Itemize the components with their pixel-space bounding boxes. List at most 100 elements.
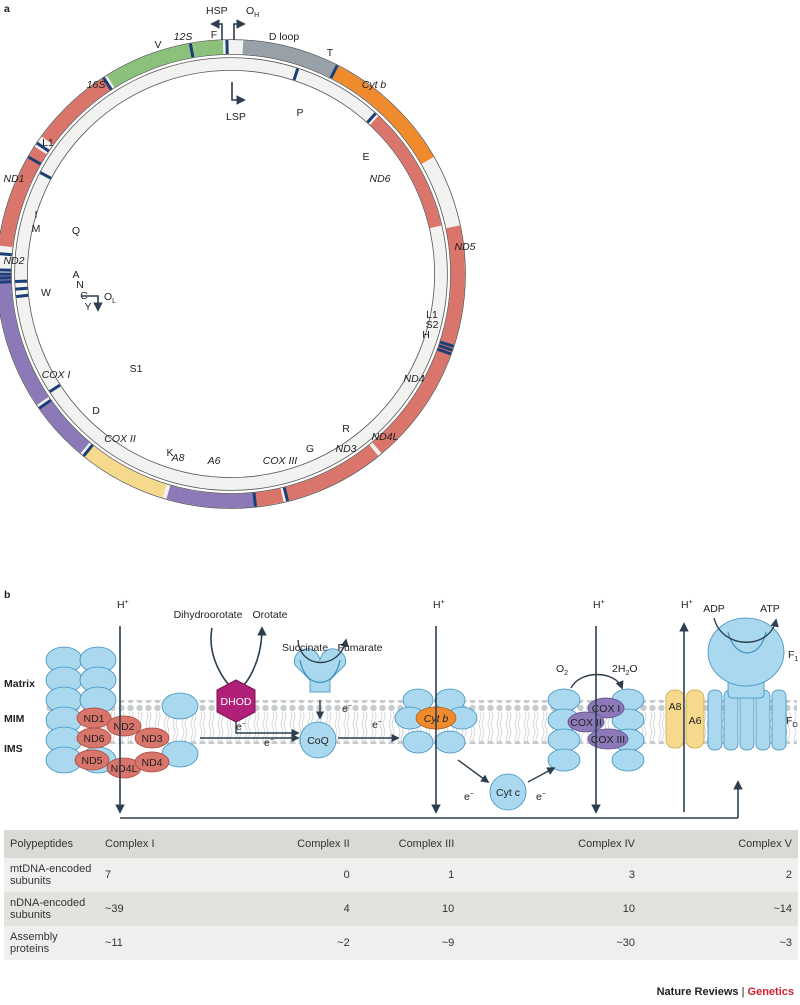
trna-label: F — [211, 29, 217, 41]
nd3-segment — [253, 488, 284, 507]
table-row-label: mtDNA-encoded subunits — [10, 863, 92, 887]
o2-subscript: 2 — [564, 670, 568, 677]
cox-iii-segment — [166, 485, 256, 509]
gene-label: 12S — [174, 31, 193, 43]
orotate-label: Orotate — [252, 609, 287, 621]
trna-label: D — [92, 405, 100, 417]
table-cell: ~39 — [105, 903, 124, 915]
dhod-label: DHOD — [221, 696, 252, 708]
cox-iii-subunit-label: COX III — [591, 734, 625, 746]
trna-t-mark — [329, 64, 339, 79]
hsp-promoter-arrow: HSP — [206, 5, 228, 40]
trna-k-mark — [82, 444, 94, 457]
table-cell: ~14 — [773, 903, 792, 915]
16s-rrna-segment — [106, 42, 197, 88]
electron-label: e− — [342, 703, 352, 715]
electron-labels: e− e− e− e− e− e− — [236, 703, 546, 803]
ol-label: O — [104, 291, 112, 303]
table-cell: ~11 — [105, 937, 123, 949]
gene-label: ND4 — [403, 373, 424, 385]
trna-w-mark — [0, 252, 12, 257]
trna-label: N — [76, 279, 84, 291]
mtdna-circular-map — [0, 39, 466, 509]
gene-labels: 12S 16S ND1 ND2 COX I COX II A8 A6 COX III ND3 ND4… — [3, 31, 475, 467]
complex-i-subunit — [134, 751, 170, 773]
trna-e-mark — [366, 112, 377, 124]
panel-b-letter: b — [4, 589, 10, 601]
journal-name: Nature Reviews — [656, 986, 739, 998]
complex-i-subunit-label: ND3 — [141, 733, 162, 745]
12s-rrna-segment — [194, 40, 224, 57]
lsp-label: LSP — [226, 111, 246, 123]
table-cell: ~9 — [441, 937, 455, 949]
svg-text:OH: OH — [246, 5, 259, 19]
panel-a: a 12S 16S ND1 ND2 COX I COX II A8 A6 COX III ND3 N… — [0, 3, 476, 509]
trna-label: L1 — [426, 309, 438, 321]
electron-label: e− — [236, 721, 246, 733]
trna-label: V — [154, 39, 161, 51]
complex-i-subunit — [76, 727, 112, 749]
water-label-prefix: 2H — [612, 663, 625, 675]
atp-label: ATP — [760, 603, 780, 615]
proton-labels: H+ H+ H+ H+ — [117, 599, 693, 611]
gene-label: ND3 — [335, 443, 356, 455]
svg-text:O2: O2 — [556, 663, 568, 677]
electron-flow-arrows — [200, 700, 556, 783]
oh-label: O — [246, 5, 254, 17]
electron-label: e− — [264, 737, 274, 749]
trna-i-mark — [36, 141, 50, 153]
gene-label: ND5 — [454, 241, 475, 253]
gene-label: ND4L — [372, 431, 399, 443]
gene-label: 16S — [87, 79, 106, 91]
water-label-suffix: O — [629, 663, 637, 675]
lsp-promoter-arrow: LSP — [226, 82, 246, 123]
trna-label: G — [306, 443, 314, 455]
dihydroorotate-label: Dihydroorotate — [174, 609, 243, 621]
cyt-b-segment — [330, 65, 434, 165]
gene-label: Cyt b — [362, 79, 387, 91]
table-cell: ~3 — [779, 937, 792, 949]
fo-label: F — [786, 715, 792, 727]
cytochrome-c: Cyt c — [489, 773, 527, 811]
f1-label: F — [788, 649, 794, 661]
gene-label: COX I — [42, 369, 71, 381]
trna-label: Y — [84, 301, 91, 313]
ims-label: IMS — [4, 743, 23, 755]
table-cell: 10 — [442, 903, 455, 915]
oh-origin-arrow: OH — [233, 5, 259, 40]
fumarate-label: Fumarate — [338, 642, 383, 654]
cox-i-segment — [0, 273, 49, 405]
complex-i-subunit-label: ND2 — [113, 721, 134, 733]
table-cell: 0 — [343, 869, 350, 881]
table-header-cell: Polypeptides — [10, 838, 73, 850]
oh-subscript: H — [254, 12, 259, 19]
nd2-segment — [0, 146, 47, 248]
trna-label: L1 — [42, 137, 54, 149]
trna-label: P — [296, 107, 303, 119]
subunit-summary-table: Polypeptides Complex I Complex II Comple… — [4, 830, 798, 960]
f1-subscript: 1 — [794, 656, 798, 663]
table-row: nDNA-encoded subunits ~39 4 10 10 ~14 — [4, 892, 798, 926]
coq-label: CoQ — [307, 735, 329, 747]
table-header-cell: Complex IV — [578, 838, 636, 850]
a6-subunit-label: A6 — [689, 715, 702, 727]
trna-label: M — [32, 223, 41, 235]
trna-y-mark — [0, 280, 12, 284]
proton-arrows — [115, 622, 743, 819]
table-header-row: Polypeptides Complex I Complex II Comple… — [4, 830, 798, 858]
trna-q-mark — [39, 171, 52, 180]
table-header-cell: Complex V — [738, 838, 792, 850]
matrix-label: Matrix — [4, 678, 35, 690]
gene-label: A8 — [171, 452, 185, 464]
svg-text:F1: F1 — [788, 649, 798, 663]
complex-v: A8 A6 ADP ATP F1 FO — [665, 603, 798, 751]
complex-iii: Cyt b — [394, 688, 478, 754]
complex-ii: Succinate Fumarate — [282, 638, 383, 693]
trna-label: T — [327, 47, 334, 59]
proton-label: H+ — [117, 599, 129, 611]
complex-i-subunit-label: ND4 — [141, 757, 162, 769]
table-header-cell: Complex II — [297, 838, 350, 850]
trna-label: A — [72, 269, 79, 281]
complex-i-subunit-label: ND5 — [81, 755, 102, 767]
trna-c-inner-mark — [16, 293, 29, 299]
